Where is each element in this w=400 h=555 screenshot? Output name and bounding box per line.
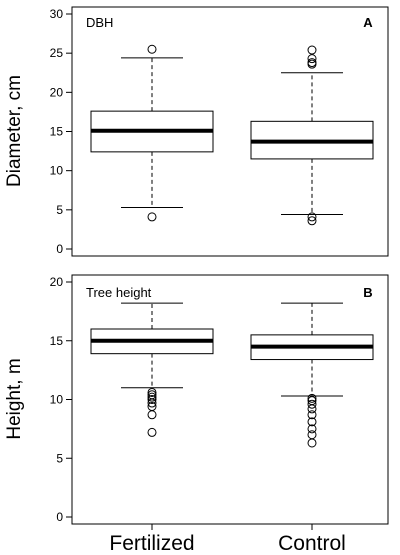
y-tick-label: 20 [50, 85, 64, 99]
outlier-point [307, 393, 317, 403]
panel-title: DBH [86, 15, 113, 30]
outlier-point [147, 427, 157, 437]
box-control [250, 302, 374, 448]
y-tick-label: 30 [50, 7, 64, 21]
y-axis-ticks: 0 5 10 15 20 [50, 275, 72, 524]
plot-frame [71, 274, 389, 525]
boxplots [90, 44, 374, 226]
outlier-point [147, 410, 157, 420]
x-label-fertilized: Fertilized [109, 532, 194, 555]
y-tick-label: 0 [56, 510, 63, 524]
outlier-point [307, 404, 317, 414]
outlier-point [307, 58, 317, 68]
y-tick-label: 5 [56, 451, 63, 465]
outlier-point [147, 44, 157, 54]
y-tick-label: 0 [56, 242, 63, 256]
x-label-control: Control [278, 532, 346, 555]
y-axis-label: Height, m [4, 358, 25, 439]
outlier-point [307, 417, 317, 427]
panel-title: Tree height [86, 285, 152, 300]
y-tick-label: 20 [50, 275, 64, 289]
boxplots [90, 302, 374, 448]
y-axis-ticks: 0 5 10 15 20 25 30 [50, 7, 72, 256]
outlier-point [147, 402, 157, 412]
x-axis: Fertilized Control [109, 524, 346, 555]
outlier-point [307, 396, 317, 406]
panel-letter: A [363, 15, 373, 30]
outlier-point [147, 390, 157, 400]
outlier-point [307, 399, 317, 409]
y-tick-label: 15 [50, 125, 64, 139]
box-fertilized [90, 44, 214, 222]
box-fertilized [90, 302, 214, 437]
outlier-point [307, 212, 317, 222]
y-tick-label: 10 [50, 393, 64, 407]
outlier-point [147, 395, 157, 404]
y-tick-label: 15 [50, 334, 64, 348]
outlier-point [147, 392, 157, 402]
panel-dbh: DBH A Diameter, cm 0 5 10 15 20 25 30 [4, 6, 389, 257]
y-tick-label: 5 [56, 203, 63, 217]
outlier-point [307, 438, 317, 448]
outlier-point [307, 45, 317, 55]
outlier-point [307, 410, 317, 420]
outlier-point [307, 54, 317, 64]
y-tick-label: 25 [50, 46, 64, 60]
box-control [250, 45, 374, 226]
y-tick-label: 10 [50, 164, 64, 178]
panel-letter: B [363, 285, 372, 300]
outlier-point [147, 212, 157, 222]
outlier-point [307, 430, 317, 440]
outlier-point [147, 387, 157, 397]
outlier-point [307, 424, 317, 434]
panel-tree-height: Tree height B Height, m 0 5 10 15 20 [4, 274, 389, 525]
outlier-point [307, 216, 317, 226]
y-axis-label: Diameter, cm [4, 75, 25, 187]
